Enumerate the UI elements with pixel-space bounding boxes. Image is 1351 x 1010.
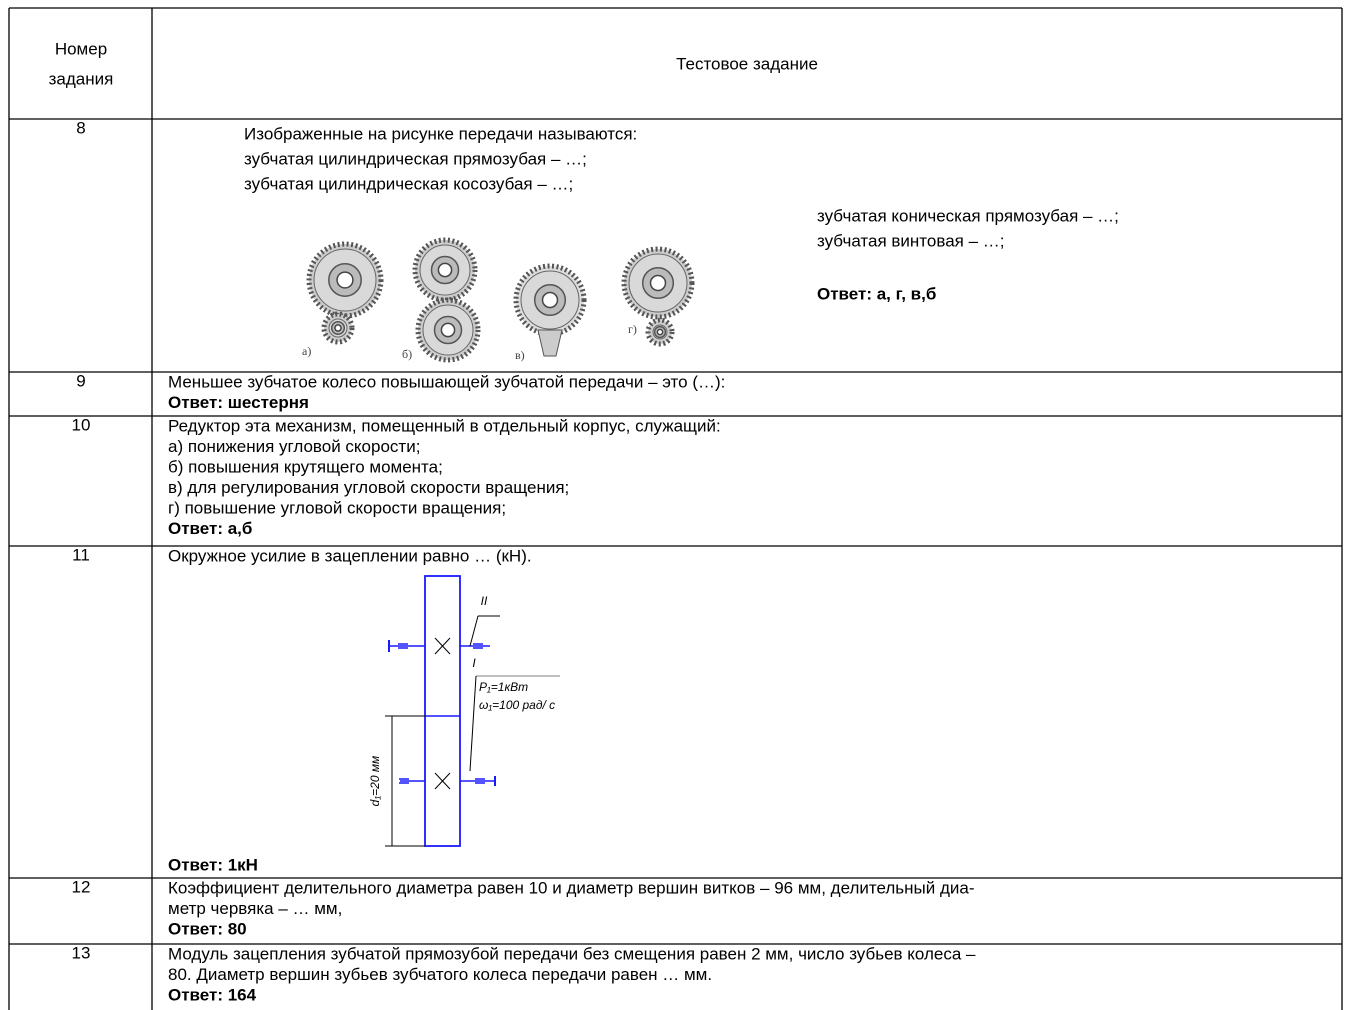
task-number: 11 <box>72 545 90 564</box>
task-text: Изображенные на рисунке передачи называю… <box>244 124 637 143</box>
task-number: 13 <box>72 943 91 962</box>
gear-bore <box>440 322 456 338</box>
task-text: Меньшее зубчатое колесо повышающей зубча… <box>168 372 725 391</box>
gear-bore <box>649 274 667 292</box>
scheme-line <box>469 675 477 772</box>
figure-label: в) <box>515 348 525 362</box>
task-text: метр червяка – … мм, <box>168 899 342 918</box>
task-text: б) повышения крутящего момента; <box>168 457 443 476</box>
gear-bore <box>656 328 664 336</box>
header-number: Номер <box>55 39 107 58</box>
answer: Ответ: 80 <box>168 919 247 938</box>
bevel-pinion <box>537 329 563 357</box>
task-text: 80. Диаметр вершин зубьев зубчатого коле… <box>168 965 712 984</box>
task-number: 9 <box>76 371 85 390</box>
task-text: г) повышение угловой скорости вращения; <box>168 498 506 517</box>
header-number: задания <box>49 69 114 88</box>
task-text: а) понижения угловой скорости; <box>168 437 420 456</box>
scheme-label: d₁=20 мм <box>368 756 382 807</box>
task-text: зубчатая коническая прямозубая – …; <box>817 206 1119 225</box>
task-text: в) для регулирования угловой скорости вр… <box>168 478 569 497</box>
scheme-label: P₁=1кВт <box>479 680 528 694</box>
gear-bore <box>437 262 453 278</box>
scheme-label: II <box>481 594 488 608</box>
task-text: Окружное усилие в зацеплении равно … (кН… <box>168 546 532 565</box>
scheme-line <box>434 772 451 790</box>
task-number: 12 <box>72 877 91 896</box>
answer: Ответ: а,б <box>168 519 252 538</box>
task-text: зубчатая винтовая – …; <box>817 231 1004 250</box>
task-text: зубчатая цилиндрическая косозубая – …; <box>244 174 573 193</box>
scheme-label: I <box>472 656 476 670</box>
answer: Ответ: шестерня <box>168 393 309 412</box>
figure-label: а) <box>302 344 311 358</box>
task-number: 8 <box>76 118 85 137</box>
task-number: 10 <box>72 415 91 434</box>
answer: Ответ: а, г, в,б <box>817 284 936 303</box>
gears-figure: а) б) в) г) <box>302 237 695 363</box>
gear-bore <box>336 271 354 289</box>
scheme-line <box>469 615 479 647</box>
gear-block <box>424 575 461 847</box>
task-text: зубчатая цилиндрическая прямозубая – …; <box>244 149 587 168</box>
task-text: Модуль зацепления зубчатой прямозубой пе… <box>168 944 976 963</box>
answer: Ответ: 1кН <box>168 855 258 874</box>
header-task: Тестовое задание <box>676 54 818 73</box>
figure-label: г) <box>628 322 637 336</box>
scheme-label: ω₁=100 рад/ с <box>479 698 555 712</box>
gear-bore <box>541 291 559 309</box>
gear-bore <box>334 324 342 332</box>
task-text: Редуктор эта механизм, помещенный в отде… <box>168 416 721 435</box>
scheme-line <box>434 637 451 655</box>
figure-label: б) <box>402 347 412 361</box>
answer: Ответ: 164 <box>168 985 257 1004</box>
task-text: Коэффициент делительного диаметра равен … <box>168 878 975 897</box>
